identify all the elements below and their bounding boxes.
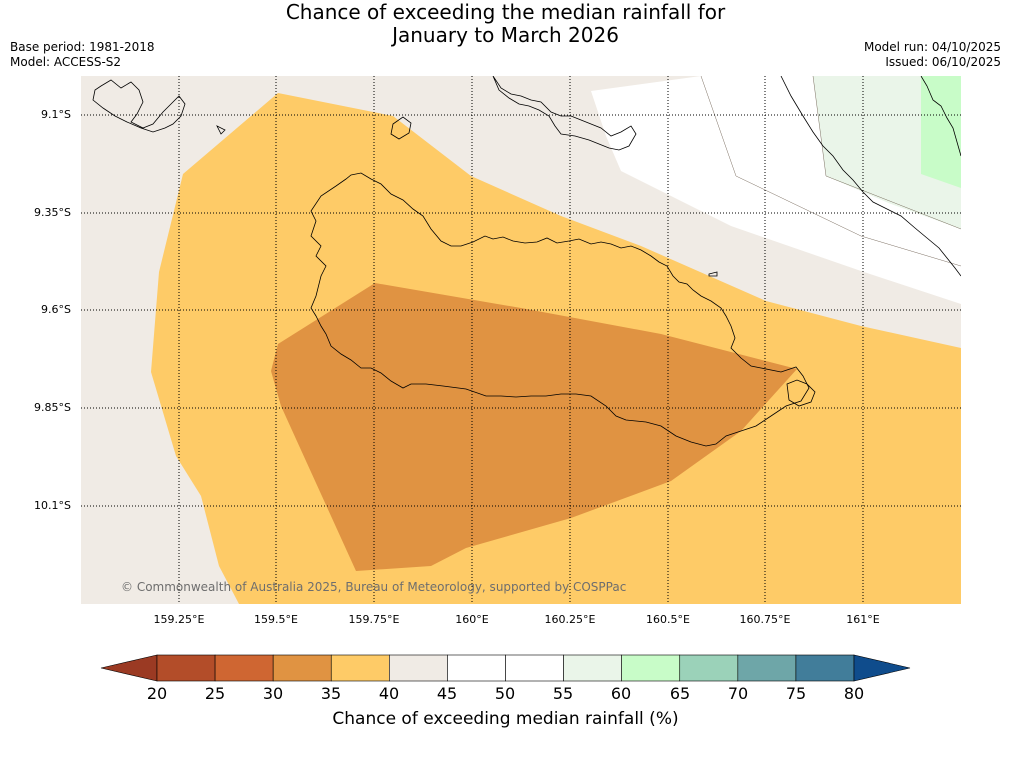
colorbar-segments xyxy=(100,654,911,682)
makira-coastline xyxy=(780,76,961,277)
map-svg: © Commonwealth of Australia 2025, Bureau… xyxy=(81,76,961,604)
florida-islands-coastline xyxy=(92,79,226,135)
colorbar-segment xyxy=(389,654,448,682)
colorbar-tick-30: 30 xyxy=(262,684,284,703)
lon-label-161: 161°E xyxy=(846,613,880,626)
colorbar-tick-55: 55 xyxy=(552,684,574,703)
colorbar-tick-80: 80 xyxy=(843,684,865,703)
guadalcanal-coastline xyxy=(310,172,810,447)
colorbar-segment xyxy=(737,654,797,682)
colorbar-tick-70: 70 xyxy=(727,684,749,703)
copyright-notice: © Commonwealth of Australia 2025, Bureau… xyxy=(121,580,626,594)
lon-label-160-5: 160.5°E xyxy=(646,613,690,626)
colorbar-segment xyxy=(272,654,332,682)
meta-right: Model run: 04/10/2025 Issued: 06/10/2025 xyxy=(864,40,1001,70)
model-run: Model run: 04/10/2025 xyxy=(863,40,1001,54)
colorbar-title: Chance of exceeding median rainfall (%) xyxy=(332,709,679,729)
colorbar-tick-40: 40 xyxy=(378,684,400,703)
colorbar-segment xyxy=(505,654,564,682)
lon-label-160-25: 160.25°E xyxy=(544,613,596,626)
colorbar-segment xyxy=(447,654,506,682)
lat-label-9-6: 9.6°S xyxy=(41,303,71,316)
marau-coastline xyxy=(786,379,816,407)
reef-islet-coastline xyxy=(708,271,718,277)
colorbar-tick-60: 60 xyxy=(610,684,632,703)
lat-label-9-35: 9.35°S xyxy=(34,206,71,219)
colorbar-tick-20: 20 xyxy=(146,684,168,703)
colorbar-tick-50: 50 xyxy=(494,684,516,703)
coastlines xyxy=(92,76,961,447)
lat-label-9-85: 9.85°S xyxy=(34,401,71,414)
region-below-35 xyxy=(271,283,797,571)
lon-label-160: 160°E xyxy=(455,613,489,626)
malaita-coastline xyxy=(492,76,637,151)
colorbar-extension-low xyxy=(100,654,158,682)
map-panel: © Commonwealth of Australia 2025, Bureau… xyxy=(81,76,961,604)
colorbar-segment xyxy=(563,654,622,682)
colorbar-tick-45: 45 xyxy=(436,684,458,703)
lon-label-160-75: 160.75°E xyxy=(739,613,791,626)
lat-label-10-1: 10.1°S xyxy=(34,499,71,512)
title-line-1: Chance of exceeding the median rainfall … xyxy=(285,0,726,24)
lon-label-159-75: 159.75°E xyxy=(348,613,400,626)
colorbar-tick-65: 65 xyxy=(669,684,691,703)
colorbar-tick-25: 25 xyxy=(204,684,226,703)
lon-label-159-25: 159.25°E xyxy=(153,613,205,626)
lat-label-9-1: 9.1°S xyxy=(41,108,71,121)
colorbar-segment xyxy=(214,654,274,682)
issued-date: Issued: 06/10/2025 xyxy=(885,55,1001,69)
colorbar-segment xyxy=(795,654,855,682)
contour-lines xyxy=(700,76,961,267)
colorbar-segment xyxy=(679,654,739,682)
lon-label-159-5: 159.5°E xyxy=(254,613,298,626)
colorbar-segment xyxy=(330,654,390,682)
savo-island-coastline xyxy=(390,116,412,140)
colorbar-extension-high xyxy=(853,654,911,682)
region-60-65 xyxy=(921,76,961,188)
title-line-2: January to March 2026 xyxy=(392,23,619,47)
base-period: Base period: 1981-2018 xyxy=(10,40,155,54)
colorbar-segment xyxy=(156,654,216,682)
colorbar-tick-35: 35 xyxy=(320,684,342,703)
colorbar-tick-75: 75 xyxy=(785,684,807,703)
colorbar xyxy=(100,654,911,682)
model-name: Model: ACCESS-S2 xyxy=(10,55,122,69)
colorbar-segment xyxy=(621,654,681,682)
graticule xyxy=(81,76,961,604)
meta-left: Base period: 1981-2018 Model: ACCESS-S2 xyxy=(10,40,155,70)
